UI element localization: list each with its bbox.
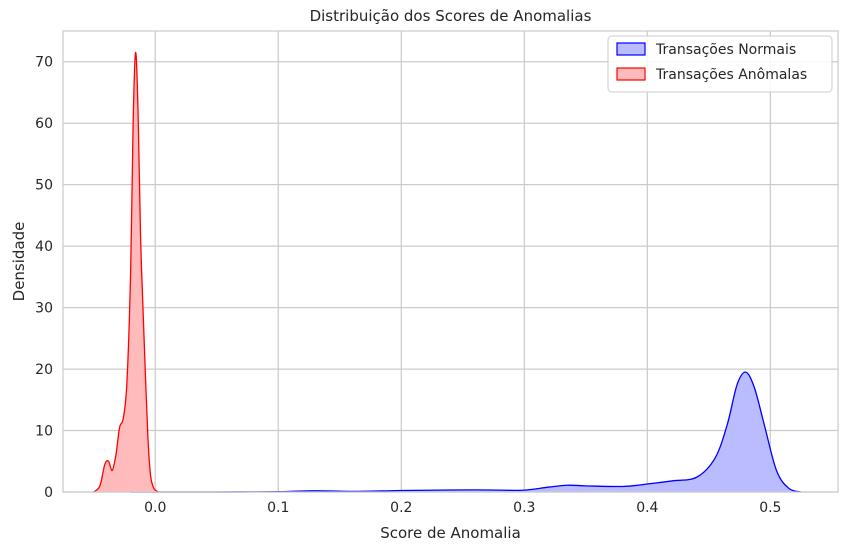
legend-label-normal: Transações Normais <box>655 42 796 58</box>
legend: Transações Normais Transações Anômalas <box>607 35 833 93</box>
y-tick-label: 0 <box>44 485 53 501</box>
series-line-anomalous <box>93 51 160 493</box>
series-line-normal <box>130 371 802 493</box>
y-tick-label: 20 <box>35 362 53 378</box>
chart-title: Distribuição dos Scores de Anomalias <box>310 7 592 25</box>
series-layer <box>93 51 802 493</box>
y-tick-label: 50 <box>35 178 53 194</box>
x-tick-label: 0.3 <box>513 500 535 516</box>
y-tick-label: 40 <box>35 239 53 255</box>
x-tick-label: 0.1 <box>267 500 289 516</box>
x-tick-labels: 0.0 0.1 0.2 0.3 0.4 0.5 <box>144 500 781 516</box>
plot-frame <box>62 30 839 493</box>
x-tick-label: 0.0 <box>144 500 166 516</box>
y-axis-title: Densidade <box>10 222 28 302</box>
legend-label-anomalous: Transações Anômalas <box>655 67 807 83</box>
y-tick-label: 70 <box>35 55 53 71</box>
y-tick-labels: 0 10 20 30 40 50 60 70 <box>35 55 53 501</box>
x-axis-title: Score de Anomalia <box>380 524 521 542</box>
legend-swatch-normal <box>616 42 646 56</box>
series-area-anomalous <box>93 52 159 493</box>
legend-swatch-anomalous <box>616 67 646 81</box>
x-tick-label: 0.5 <box>759 500 781 516</box>
y-tick-label: 60 <box>35 116 53 132</box>
series-area-normal <box>130 372 802 492</box>
plot-background <box>63 31 838 492</box>
y-tick-label: 30 <box>35 301 53 317</box>
legend-box <box>607 35 833 93</box>
x-gridlines <box>154 31 771 492</box>
x-tick-label: 0.2 <box>390 500 412 516</box>
y-tick-label: 10 <box>35 424 53 440</box>
x-tick-label: 0.4 <box>636 500 658 516</box>
